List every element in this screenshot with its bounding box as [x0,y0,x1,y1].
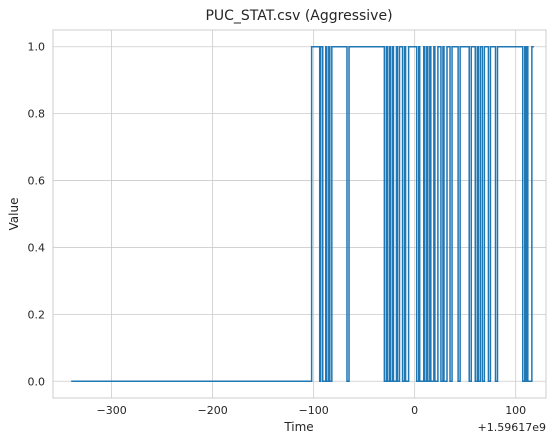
x-tick-label: 0 [411,404,418,417]
chart-title: PUC_STAT.csv (Aggressive) [205,8,392,24]
y-tick-label: 0.2 [28,308,46,321]
x-axis-label: Time [283,420,313,434]
y-tick-label: 0.8 [28,108,46,121]
x-offset-text: +1.59617e9 [478,421,546,434]
y-tick-label: 0.4 [28,241,46,254]
x-tick-label: 100 [505,404,526,417]
x-tick-label: −300 [96,404,126,417]
ticks: −300 −200 −100 0 100 0.0 0.2 0.4 0.6 0.8 1.0 [28,41,527,417]
y-axis-label: Value [7,198,21,231]
y-tick-label: 1.0 [28,41,46,54]
x-tick-label: −200 [198,404,228,417]
x-tick-label: −100 [299,404,329,417]
y-tick-label: 0.6 [28,175,46,188]
series-line [71,45,534,383]
y-tick-label: 0.0 [28,375,46,388]
plot-area [52,29,547,399]
